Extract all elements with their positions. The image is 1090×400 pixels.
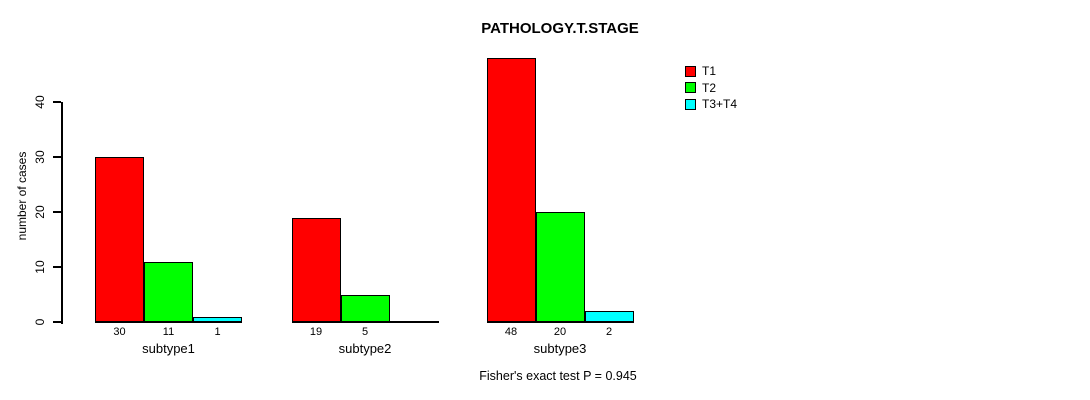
bar-value-label: 20 — [553, 326, 567, 338]
y-axis-tick — [53, 266, 61, 268]
bar — [340, 294, 390, 322]
bar-value-label: 19 — [309, 326, 323, 338]
bar — [193, 316, 242, 322]
x-axis-category-label: subtype3 — [533, 341, 587, 356]
bar — [584, 311, 634, 322]
bar-value-label: 48 — [504, 326, 518, 338]
y-axis-tick — [53, 211, 61, 213]
bar-value-label: 11 — [162, 326, 175, 338]
legend-item: T2 — [685, 81, 737, 95]
group-baseline — [486, 321, 634, 323]
y-axis-tick-label: 40 — [33, 95, 47, 109]
legend-item: T1 — [685, 64, 737, 78]
y-axis-line — [61, 102, 63, 324]
bar — [144, 261, 193, 322]
legend-swatch — [685, 82, 696, 93]
y-axis-tick — [53, 101, 61, 103]
bar-value-label: 2 — [605, 326, 613, 338]
bar-value-label: 5 — [361, 326, 369, 338]
bar — [486, 58, 536, 322]
legend-label: T2 — [702, 80, 717, 95]
x-axis-category-label: subtype1 — [142, 341, 195, 356]
y-axis-tick — [53, 321, 61, 323]
y-axis-tick-label: 10 — [33, 260, 47, 274]
group-baseline — [291, 321, 439, 323]
legend-label: T1 — [702, 64, 717, 78]
y-axis-tick-label: 0 — [33, 318, 47, 326]
legend-swatch — [685, 98, 696, 110]
bar — [95, 157, 144, 322]
annotation: Fisher's exact test P = 0.945 — [479, 369, 637, 383]
chart-title: PATHOLOGY.T.STAGE — [481, 20, 639, 37]
legend-item: T3+T4 — [685, 97, 737, 111]
legend-swatch — [685, 65, 696, 77]
legend-label: T3+T4 — [702, 97, 738, 111]
bar — [535, 212, 585, 322]
y-axis-tick-label: 30 — [33, 150, 47, 164]
y-axis-tick — [53, 156, 61, 158]
legend: T1 T2 T3+T4 — [685, 64, 737, 114]
x-axis-category-label: subtype2 — [338, 341, 392, 356]
bar-value-label: 1 — [214, 326, 221, 338]
group-baseline — [95, 321, 242, 323]
y-axis-tick-label: 20 — [33, 205, 47, 219]
y-axis-title: number of cases — [15, 151, 29, 241]
bar-value-label: 30 — [113, 326, 126, 338]
bar — [291, 217, 341, 322]
